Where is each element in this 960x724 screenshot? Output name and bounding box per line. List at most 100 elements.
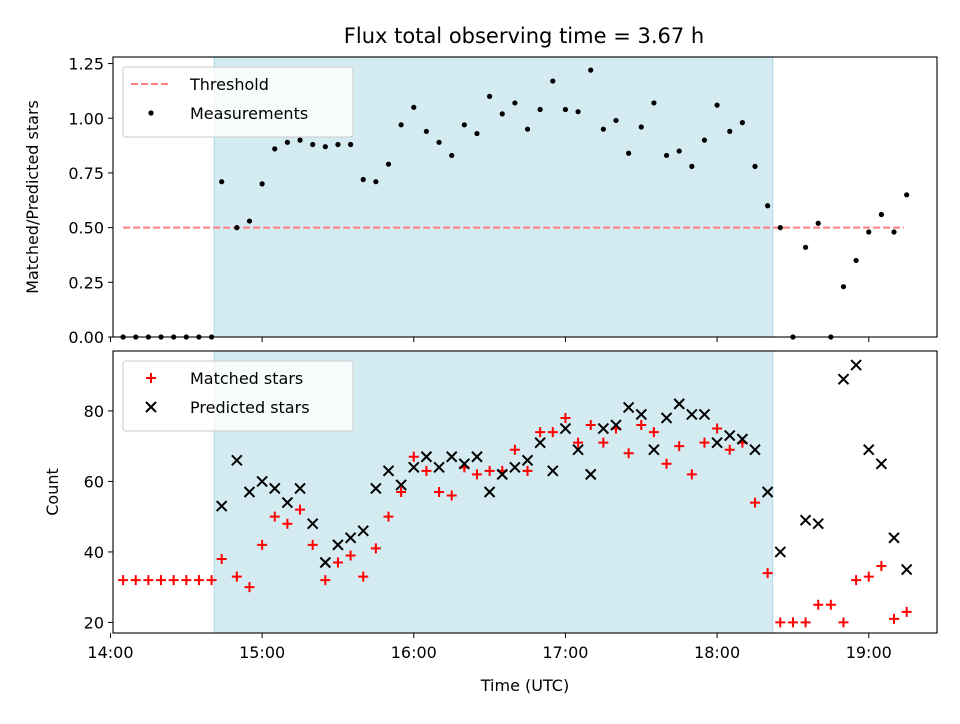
measurement-point: [461, 122, 467, 128]
predicted-stars-point: [648, 443, 660, 456]
measurement-point: [777, 225, 783, 231]
matched-stars-point: [345, 550, 356, 561]
legend-label: Predicted stars: [190, 398, 310, 417]
predicted-stars-point: [420, 451, 433, 463]
matched-stars-point: [358, 571, 369, 582]
predicted-stars-point: [509, 461, 521, 474]
predicted-stars-point: [635, 408, 647, 421]
matched-stars-point: [257, 539, 268, 550]
matched-stars-point: [216, 553, 227, 564]
y-tick-label: 0.75: [68, 164, 104, 183]
x-axis-label: Time (UTC): [480, 676, 569, 695]
matched-stars-point: [851, 575, 862, 586]
measurement-point: [487, 93, 493, 99]
predicted-stars-point: [357, 525, 369, 537]
matched-stars-point: [206, 575, 217, 586]
matched-stars-point: [484, 465, 495, 476]
predicted-stars-point: [294, 482, 306, 495]
matched-stars-point: [143, 575, 154, 586]
measurement-point: [347, 141, 354, 148]
series-unnamed-2: [904, 192, 910, 198]
matched-stars-point: [674, 441, 685, 452]
legend-label: Measurements: [190, 104, 308, 123]
measurement-point: [588, 67, 594, 73]
predicted-stars-point: [724, 429, 736, 442]
series-matched-stars: [118, 412, 912, 628]
predicted-stars-point: [812, 518, 824, 530]
measurement-point: [840, 284, 847, 290]
matched-stars-point: [560, 412, 571, 423]
measurement-point: [385, 161, 392, 167]
predicted-stars-point: [585, 468, 597, 481]
predicted-stars-point: [332, 539, 344, 551]
predicted-stars-point: [749, 443, 761, 456]
matched-stars-point: [863, 571, 874, 582]
y-tick-label: 1.25: [68, 55, 104, 74]
y-axis-label: Count: [43, 468, 62, 516]
measurement-point: [638, 124, 644, 130]
predicted-stars-point: [408, 461, 420, 474]
legend-label: Matched stars: [190, 369, 303, 388]
measurement-point: [701, 137, 708, 143]
axes-frame: [112, 56, 938, 338]
matched-stars-point: [889, 613, 900, 624]
matched-stars-point: [573, 437, 584, 448]
measurement-point: [613, 117, 619, 124]
x-tick-label: 18:00: [694, 643, 740, 662]
predicted-stars-point: [711, 436, 723, 449]
predicted-stars-point: [319, 556, 332, 569]
series-predicted-stars: [215, 359, 913, 576]
y-axis-label: Matched/Predicted stars: [23, 100, 42, 294]
measurement-point: [297, 137, 303, 143]
predicted-stars-point: [774, 546, 786, 558]
measurement-point: [600, 126, 606, 132]
measurement-point: [335, 141, 341, 148]
predicted-stars-point: [521, 454, 534, 466]
predicted-stars-point: [736, 433, 749, 445]
top-panel: 0.00 0.25 0.50 0.75 1.00 1.25 Matched/Predicte…: [23, 55, 938, 347]
matched-stars-point: [193, 575, 204, 586]
measurement-point: [752, 163, 758, 169]
predicted-stars-point: [547, 465, 559, 477]
measurement-point: [259, 181, 265, 187]
predicted-stars-point: [686, 408, 698, 421]
matched-stars-point: [775, 617, 786, 628]
matched-stars-point: [800, 617, 811, 628]
legend-box: [122, 66, 354, 138]
predicted-stars-point: [622, 401, 635, 414]
matched-stars-point: [408, 451, 419, 462]
matched-stars-point: [901, 606, 912, 617]
matched-stars-point: [648, 427, 659, 438]
measurement-point: [246, 218, 253, 224]
matched-stars-point: [661, 458, 672, 469]
x-tick-label: 17:00: [542, 643, 588, 662]
measurement-point: [891, 229, 897, 235]
predicted-stars-point: [269, 482, 281, 495]
measurement-point: [436, 139, 442, 145]
predicted-stars-point: [837, 373, 850, 385]
matched-stars-point: [699, 437, 710, 448]
predicted-stars-point: [660, 412, 673, 424]
measurement-point: [853, 257, 859, 264]
matched-stars-point: [269, 511, 280, 522]
axes-frame: [112, 350, 938, 634]
predicted-stars-point: [445, 451, 458, 463]
matched-stars-point: [156, 575, 167, 586]
measurement-point: [689, 163, 695, 169]
measurement-point: [499, 111, 505, 117]
measurement-point: [727, 128, 733, 134]
measurement-point: [714, 102, 720, 108]
measurement-point: [802, 244, 809, 250]
legend-label: Threshold: [189, 75, 269, 94]
matched-stars-point: [712, 423, 723, 434]
measurement-point: [815, 220, 821, 226]
matched-stars-point: [636, 420, 647, 431]
matched-stars-point: [522, 465, 533, 476]
predicted-stars-point: [875, 458, 888, 470]
predicted-stars-point: [231, 454, 243, 466]
measurement-point: [676, 148, 682, 154]
predicted-stars-point: [458, 458, 471, 470]
measurement-point: [360, 176, 366, 183]
matched-stars-point: [535, 427, 546, 438]
